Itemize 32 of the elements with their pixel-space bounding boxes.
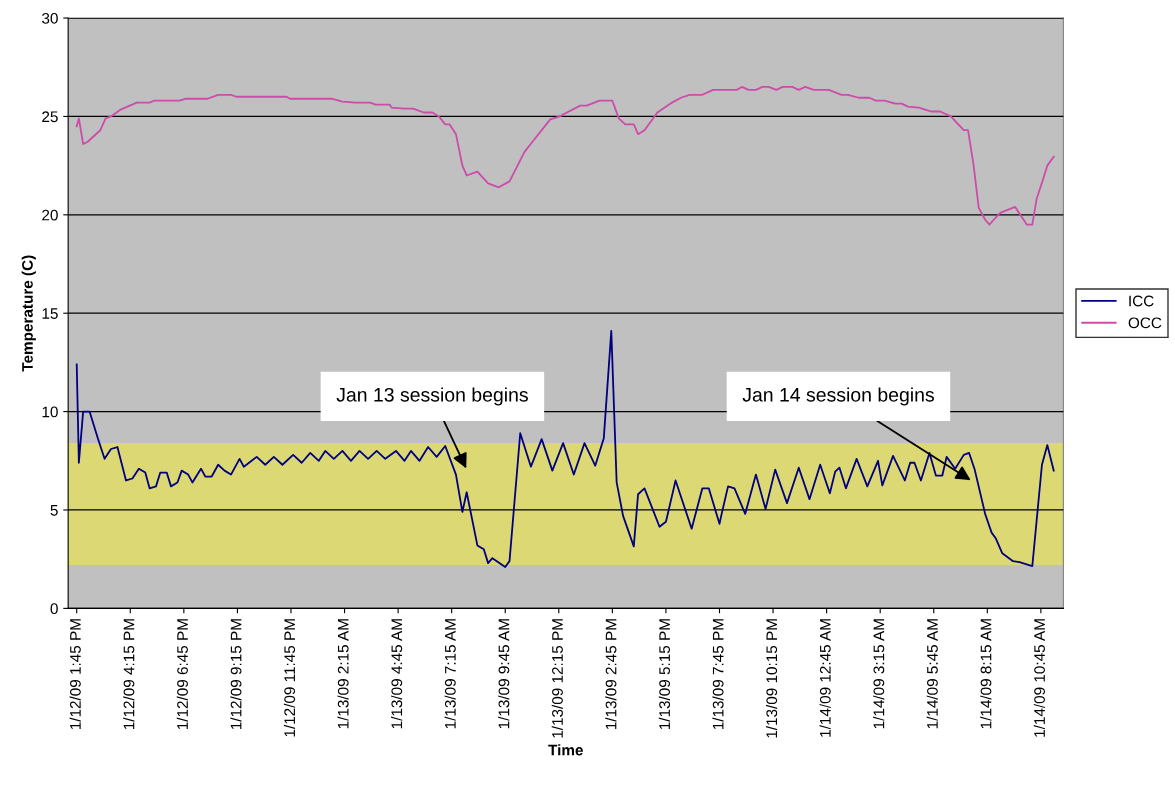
y-tick-label: 15: [42, 308, 58, 319]
x-tick-label: 1/14/09 10:45 AM: [1033, 619, 1045, 737]
x-tick-label: 1/13/09 4:45 AM: [390, 619, 403, 729]
x-tick-label: 1/13/09 2:45 PM: [605, 619, 617, 730]
y-tick-label: 0: [50, 603, 58, 615]
x-tick-label: 1/12/09 11:45 PM: [283, 619, 296, 737]
x-tick-label: 1/13/09 9:45 AM: [498, 619, 510, 729]
y-axis-title: Temperature (C): [21, 255, 36, 372]
annotation: Jan 13 session begins: [336, 387, 528, 406]
x-tick-label: 1/14/09 3:15 AM: [873, 619, 885, 729]
x-tick-label: 1/12/09 4:15 PM: [123, 619, 135, 730]
x-tick-label: 1/14/09 5:45 AM: [926, 619, 938, 729]
annotation: Jan 14 session begins: [742, 387, 934, 406]
x-tick-label: 1/14/09 8:15 AM: [980, 619, 992, 729]
x-tick-label: 1/12/09 9:15 PM: [230, 619, 242, 730]
y-tick-label: 20: [42, 209, 58, 221]
y-tick-label: 10: [42, 406, 58, 418]
legend-label: OCC: [1128, 317, 1162, 329]
x-tick-label: 1/13/09 2:15 AM: [337, 619, 349, 729]
x-tick-label: 1/13/09 7:15 AM: [444, 619, 456, 729]
x-axis-title: Time: [548, 744, 583, 756]
y-tick-label: 25: [42, 111, 58, 123]
y-tick-label: 30: [42, 12, 58, 24]
x-tick-label: 1/14/09 12:45 AM: [819, 619, 831, 737]
x-tick-label: 1/13/09 7:45 PM: [712, 619, 724, 730]
y-tick-label: 5: [50, 505, 58, 516]
x-tick-label: 1/13/09 5:15 PM: [658, 619, 671, 730]
x-tick-label: 1/13/09 12:15 PM: [551, 619, 563, 738]
legend-label: ICC: [1129, 295, 1154, 307]
x-tick-label: 1/12/09 1:45 PM: [69, 619, 81, 730]
x-tick-label: 1/12/09 6:45 PM: [176, 619, 188, 730]
x-tick-label: 1/13/09 10:15 PM: [765, 619, 778, 738]
